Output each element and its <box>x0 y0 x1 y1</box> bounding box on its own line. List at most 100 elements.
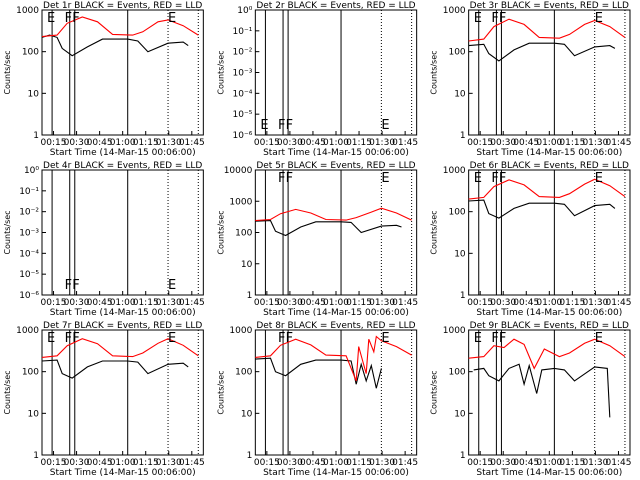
flag-marker: E <box>474 11 482 26</box>
y-tick-label: 1 <box>247 451 253 461</box>
x-tick-label: 00:15 <box>41 458 67 468</box>
y-tick-label: 10000 <box>224 166 253 176</box>
flag-marker: F <box>499 171 506 186</box>
x-axis-label: Start Time (14-Mar-15 00:06:00) <box>476 308 622 318</box>
flag-marker: F <box>278 171 285 186</box>
detector-panel: Det 9r BLACK = Events, RED = LLD Counts/s… <box>430 321 632 478</box>
plot-frame <box>41 329 204 456</box>
plot-frame <box>468 169 631 296</box>
series-line-lld <box>41 16 199 38</box>
x-tick-label: 00:15 <box>41 138 67 148</box>
y-tick-label: 1000 <box>443 6 466 16</box>
y-axis-label: Counts/sec <box>430 210 439 254</box>
flag-marker: E <box>381 171 389 186</box>
x-tick-label: 01:15 <box>559 458 585 468</box>
x-tick-label: 00:45 <box>87 138 113 148</box>
y-tick-label: 100 <box>22 368 39 378</box>
panel-title: Det 5r BLACK = Events, RED = LLD <box>256 161 415 171</box>
panel-title: Det 6r BLACK = Events, RED = LLD <box>470 161 629 171</box>
flag-marker: E <box>381 331 389 346</box>
y-tick-label: 1000 <box>443 166 466 176</box>
y-axis-label: Counts/sec <box>430 370 439 414</box>
x-tick-label: 01:30 <box>156 298 182 308</box>
plot-frame <box>254 9 418 136</box>
panel-title: Det 8r BLACK = Events, RED = LLD <box>256 321 415 331</box>
series-line-lld <box>41 338 199 358</box>
detector-panel: Det 6r BLACK = Events, RED = LLD Counts/s… <box>430 161 632 318</box>
x-tick-label: 01:15 <box>133 138 159 148</box>
detector-panel: Det 1r BLACK = Events, RED = LLD Counts/s… <box>3 1 205 158</box>
x-axis-label: Start Time (14-Mar-15 00:06:00) <box>50 308 196 318</box>
flag-marker: F <box>65 278 72 293</box>
series-line-events <box>41 359 189 379</box>
y-tick-label: 10 <box>454 249 466 259</box>
y-tick-label: 100 <box>235 368 252 378</box>
y-tick-label: 100 <box>448 368 465 378</box>
flag-marker: F <box>278 331 285 346</box>
panel-title: Det 2r BLACK = Events, RED = LLD <box>256 1 415 11</box>
y-axis-label: Counts/sec <box>3 210 12 254</box>
x-axis-label: Start Time (14-Mar-15 00:06:00) <box>476 468 622 478</box>
x-tick-label: 01:45 <box>605 458 631 468</box>
panel-title: Det 3r BLACK = Events, RED = LLD <box>470 1 629 11</box>
x-tick-label: 01:45 <box>179 298 205 308</box>
flag-marker: E <box>260 118 268 133</box>
x-tick-label: 01:00 <box>323 458 349 468</box>
flag-marker: E <box>47 11 55 26</box>
detector-panel: Det 5r BLACK = Events, RED = LLD Counts/s… <box>216 161 418 318</box>
x-tick-label: 00:30 <box>64 138 90 148</box>
x-tick-label: 01:45 <box>179 458 205 468</box>
flag-marker: E <box>474 331 482 346</box>
flag-marker: F <box>286 118 293 133</box>
y-axis-label: Counts/sec <box>216 370 225 414</box>
series-line-lld <box>468 338 626 370</box>
x-tick-label: 00:45 <box>300 298 326 308</box>
detector-panel: Det 7r BLACK = Events, RED = LLD Counts/s… <box>3 321 205 478</box>
y-tick-label: 1 <box>460 131 466 141</box>
x-tick-label: 01:15 <box>346 298 372 308</box>
y-tick-label: 10⁻⁶ <box>19 291 39 301</box>
x-tick-label: 00:45 <box>300 138 326 148</box>
y-tick-label: 1000 <box>443 326 466 336</box>
x-tick-label: 01:15 <box>133 458 159 468</box>
y-tick-label: 10⁻³ <box>233 69 253 79</box>
y-tick-label: 10⁻² <box>19 208 39 218</box>
x-tick-label: 01:45 <box>392 298 418 308</box>
flag-marker: F <box>491 331 498 346</box>
series-line-lld <box>255 207 412 222</box>
x-axis-label: Start Time (14-Mar-15 00:06:00) <box>50 148 196 158</box>
flag-marker: F <box>499 331 506 346</box>
flag-marker: E <box>168 278 176 293</box>
y-tick-label: 10⁻³ <box>19 229 39 239</box>
x-tick-label: 01:15 <box>559 138 585 148</box>
x-tick-label: 01:00 <box>536 298 562 308</box>
x-tick-label: 01:30 <box>582 458 608 468</box>
flag-marker: F <box>72 278 79 293</box>
x-tick-label: 00:45 <box>87 298 113 308</box>
x-tick-label: 00:30 <box>277 458 303 468</box>
y-tick-label: 1000 <box>16 326 39 336</box>
y-tick-label: 100 <box>235 229 252 239</box>
x-tick-label: 01:45 <box>605 138 631 148</box>
x-tick-label: 01:15 <box>346 138 372 148</box>
plot-frame <box>41 169 204 296</box>
flag-marker: F <box>286 331 293 346</box>
x-axis-label: Start Time (14-Mar-15 00:06:00) <box>476 148 622 158</box>
x-tick-label: 00:15 <box>467 298 493 308</box>
x-tick-label: 00:30 <box>64 458 90 468</box>
x-tick-label: 00:30 <box>277 138 303 148</box>
y-tick-label: 10⁻⁵ <box>233 110 253 120</box>
flag-marker: E <box>168 11 176 26</box>
y-axis-label: Counts/sec <box>3 50 12 94</box>
x-tick-label: 00:30 <box>490 138 516 148</box>
y-tick-label: 10 <box>454 409 466 419</box>
x-tick-label: 01:45 <box>179 138 205 148</box>
x-tick-label: 01:00 <box>323 138 349 148</box>
flag-marker: E <box>47 331 55 346</box>
x-tick-label: 00:15 <box>254 458 280 468</box>
panel-title: Det 4r BLACK = Events, RED = LLD <box>43 161 202 171</box>
x-tick-label: 01:00 <box>323 298 349 308</box>
flag-marker: F <box>286 171 293 186</box>
y-tick-label: 10⁻² <box>233 48 253 58</box>
